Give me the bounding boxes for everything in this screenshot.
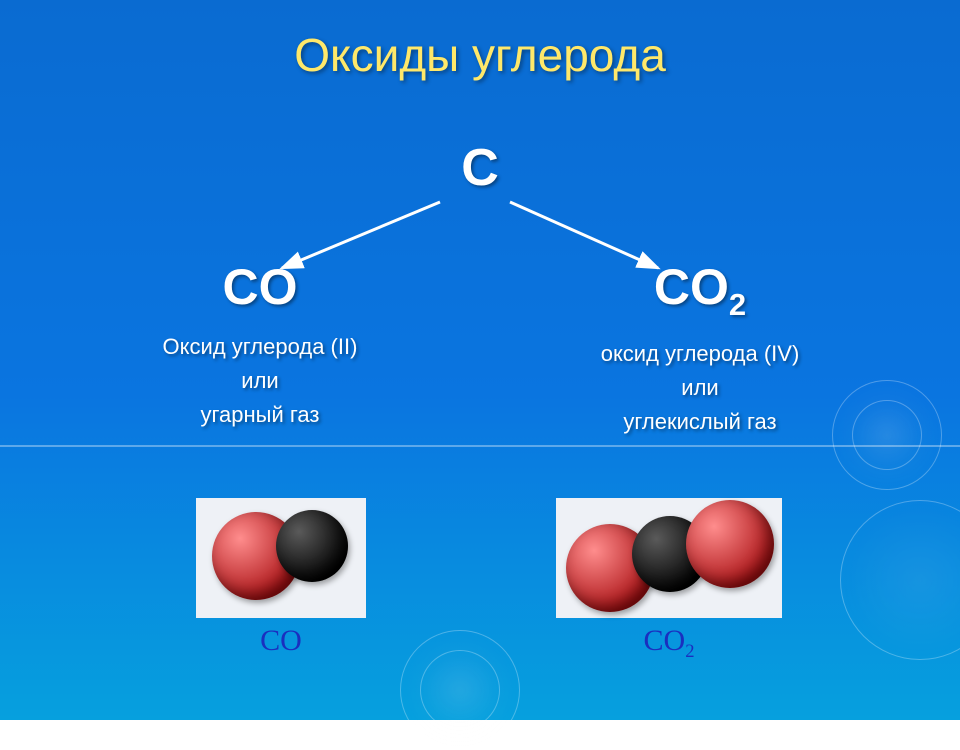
ripple-decoration [852,400,922,470]
right-formula: CO2 [530,258,870,323]
ripple-decoration [420,650,500,730]
oxygen-atom [686,500,774,588]
right-formula-sub: 2 [729,287,746,322]
left-column: CO Оксид углерода (II) или угарный газ [90,258,430,432]
carbon-atom [276,510,348,582]
molecule-co2-label-main: CO [644,624,686,657]
right-alt: углекислый газ [530,405,870,439]
right-column: CO2 оксид углерода (IV) или углекислый г… [530,258,870,439]
molecule-co2-label-sub: 2 [685,641,694,662]
slide-title: Оксиды углерода [0,0,960,82]
molecule-co2-box: CO2 [556,498,782,663]
center-c-text: С [461,139,499,197]
left-formula: CO [90,258,430,316]
molecule-co-label: CO [260,624,302,663]
center-element-label: С [461,138,499,198]
right-or: или [530,371,870,405]
ripple-decoration [840,500,960,660]
left-name: Оксид углерода (II) [90,330,430,364]
molecule-co2-canvas [556,498,782,618]
title-text: Оксиды углерода [294,29,666,81]
molecule-co2-label: CO2 [644,624,695,663]
left-or: или [90,364,430,398]
molecule-co-canvas [196,498,366,618]
slide-content: Оксиды углерода С CO Оксид углерода (II)… [0,0,960,720]
molecule-co-label-main: CO [260,624,302,657]
left-desc: Оксид углерода (II) или угарный газ [90,330,430,432]
right-formula-text: CO [654,259,729,315]
left-alt: угарный газ [90,398,430,432]
right-desc: оксид углерода (IV) или углекислый газ [530,337,870,439]
right-name: оксид углерода (IV) [530,337,870,371]
molecule-co-box: CO [196,498,366,663]
left-formula-text: CO [223,259,298,315]
